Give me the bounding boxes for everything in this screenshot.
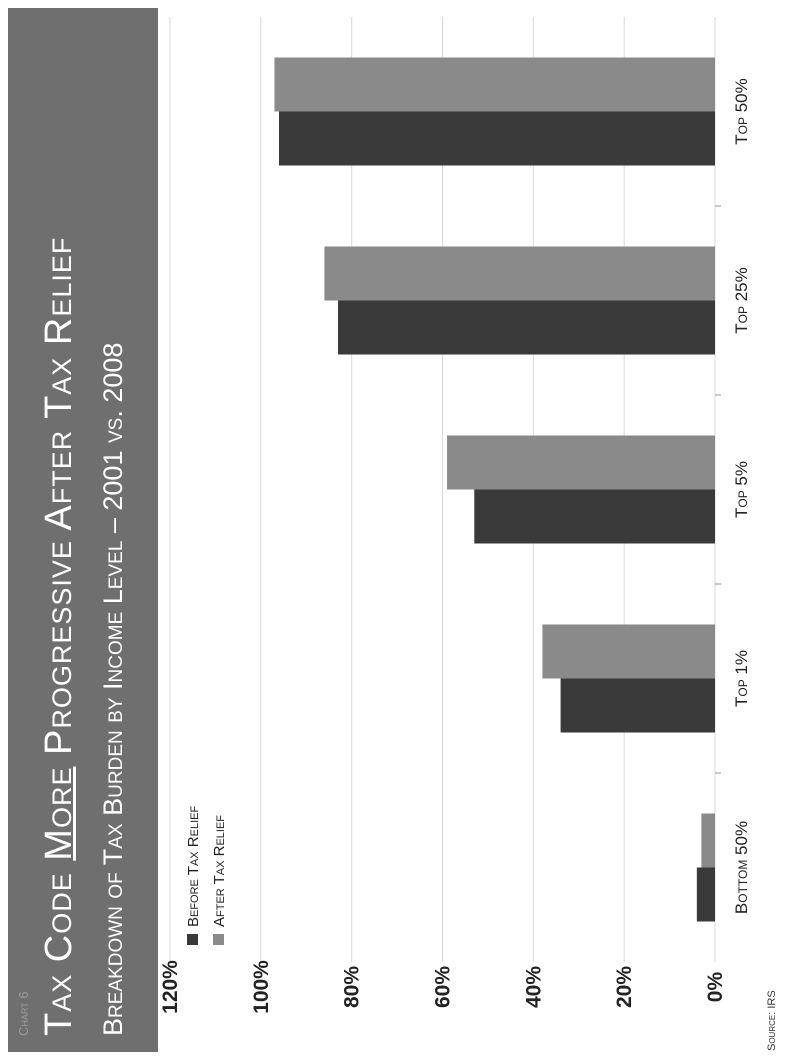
category-label: Top 25% <box>732 267 751 333</box>
y-tick-label: 80% <box>341 966 364 1008</box>
category-label: Top 5% <box>732 461 751 518</box>
category-label: Top 50% <box>732 78 751 144</box>
y-tick-label: 120% <box>159 960 182 1014</box>
y-tick-label: 40% <box>522 966 545 1008</box>
bar-after <box>447 435 715 490</box>
bar-before <box>279 111 715 166</box>
y-tick-label: 100% <box>250 960 273 1014</box>
y-tick-label: 0% <box>704 972 727 1003</box>
bar-before <box>474 489 715 544</box>
bar-after <box>701 813 715 868</box>
source-note: Source: IRS <box>766 990 778 1051</box>
bar-after <box>274 57 715 112</box>
category-label: Bottom 50% <box>732 821 751 914</box>
bar-before <box>696 867 715 922</box>
legend-swatch <box>187 934 198 945</box>
bar-before <box>338 300 715 355</box>
y-tick-label: 60% <box>432 966 455 1008</box>
bar-before <box>560 678 715 733</box>
legend-label: After Tax Relief <box>211 815 228 927</box>
legend-label: Before Tax Relief <box>185 806 202 927</box>
bar-after <box>324 246 715 301</box>
bar-after <box>542 624 716 679</box>
legend-swatch <box>213 934 224 945</box>
category-label: Top 1% <box>732 650 751 707</box>
y-tick-label: 20% <box>613 966 636 1008</box>
